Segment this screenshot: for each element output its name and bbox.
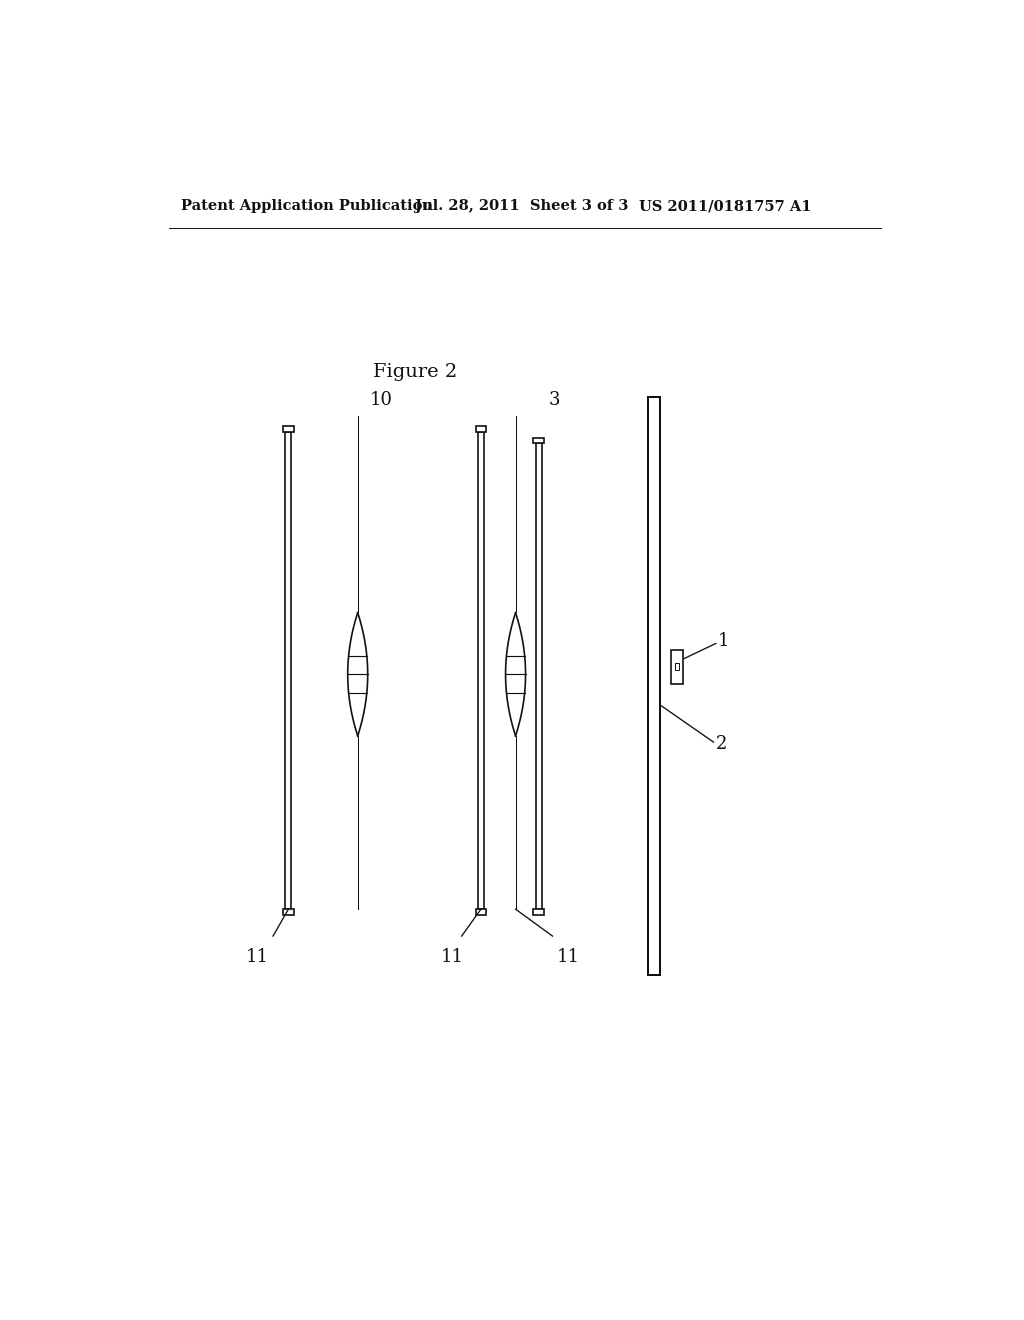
Text: 11: 11 xyxy=(556,948,580,966)
Bar xyxy=(536,444,542,909)
Text: Figure 2: Figure 2 xyxy=(374,363,458,381)
Text: Jul. 28, 2011  Sheet 3 of 3: Jul. 28, 2011 Sheet 3 of 3 xyxy=(416,199,629,213)
Bar xyxy=(475,909,486,915)
Polygon shape xyxy=(506,612,525,737)
Text: US 2011/0181757 A1: US 2011/0181757 A1 xyxy=(639,199,811,213)
Text: 2: 2 xyxy=(716,735,727,752)
Text: 11: 11 xyxy=(441,948,464,966)
Bar xyxy=(286,432,292,909)
Text: Patent Application Publication: Patent Application Publication xyxy=(180,199,432,213)
Bar xyxy=(475,426,486,432)
Bar xyxy=(671,649,683,684)
Text: 3: 3 xyxy=(549,391,560,409)
Bar xyxy=(676,663,679,671)
Bar xyxy=(534,909,544,915)
Bar xyxy=(648,397,660,974)
Bar xyxy=(478,432,484,909)
Polygon shape xyxy=(348,612,368,737)
Bar xyxy=(534,438,544,444)
Bar xyxy=(283,426,294,432)
Text: 1: 1 xyxy=(718,632,729,651)
Bar xyxy=(283,909,294,915)
Text: 11: 11 xyxy=(246,948,269,966)
Text: 10: 10 xyxy=(370,391,392,409)
